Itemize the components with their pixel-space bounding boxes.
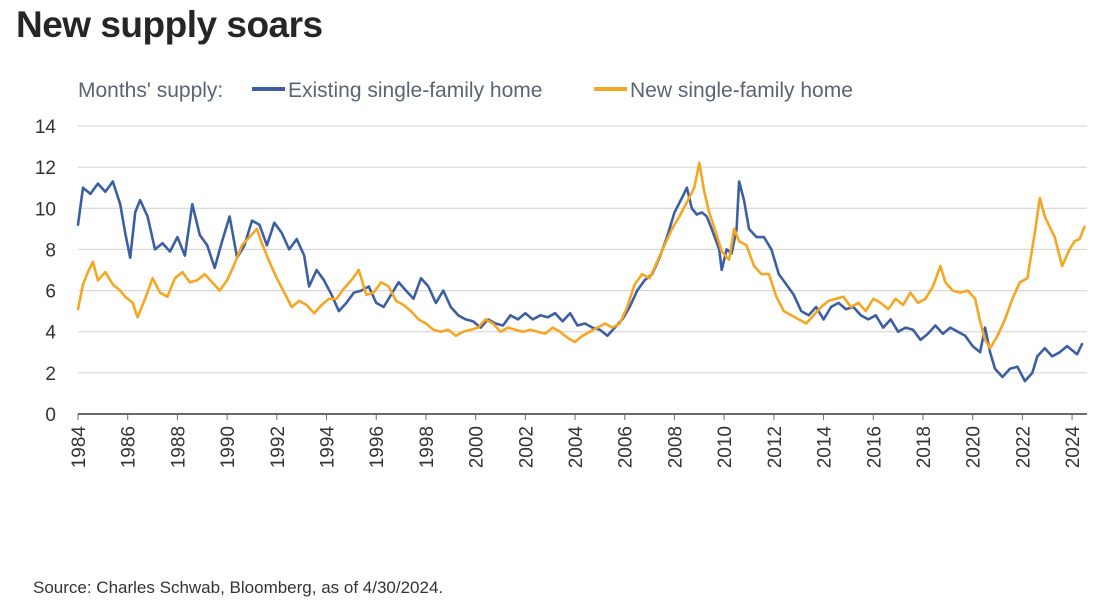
x-tick-label: 2010 (715, 426, 736, 468)
x-tick-label: 2016 (864, 426, 885, 468)
y-tick-label: 4 (45, 323, 56, 344)
x-tick-label: 2022 (1013, 426, 1034, 468)
source-note: Source: Charles Schwab, Bloomberg, as of… (33, 578, 444, 597)
x-tick-label: 2006 (616, 426, 637, 468)
x-tick-label: 2020 (964, 426, 985, 468)
y-tick-label: 14 (35, 117, 57, 138)
x-tick-label: 1998 (417, 426, 438, 468)
series-line-new (76, 161, 1086, 350)
chart-title: New supply soars (16, 4, 323, 45)
x-tick-label: 2014 (815, 426, 836, 469)
x-axis: 1984 1986 1988 1990 1992 1994 1996 1998 2000 2002… (69, 413, 1087, 469)
y-tick-label: 6 (45, 282, 56, 303)
x-tick-label: 1992 (268, 426, 289, 468)
x-tick-label: 1988 (168, 426, 189, 468)
x-tick-label: 2000 (467, 426, 488, 468)
y-tick-label: 12 (35, 158, 56, 179)
x-tick-label: 2008 (665, 426, 686, 468)
x-tick-label: 2002 (516, 426, 537, 468)
y-tick-label: 0 (45, 405, 56, 426)
x-tick-label: 1994 (318, 426, 339, 469)
x-tick-label: 2024 (1063, 426, 1084, 469)
series-line-existing (76, 180, 1084, 383)
line-chart: Months' supply: Existing single-family h… (35, 79, 1087, 469)
x-tick-label: 1984 (69, 426, 90, 469)
legend: Months' supply: Existing single-family h… (78, 79, 853, 102)
legend-prefix: Months' supply: (78, 79, 223, 102)
grid (78, 125, 1087, 374)
y-tick-label: 10 (35, 199, 56, 220)
y-tick-label: 2 (45, 364, 56, 385)
series-lines (76, 161, 1086, 383)
x-tick-label: 1990 (218, 426, 239, 468)
x-tick-label: 1986 (119, 426, 140, 468)
x-tick-label: 2004 (566, 426, 587, 469)
x-tick-label: 1996 (367, 426, 388, 468)
x-tick-label: 2012 (765, 426, 786, 468)
x-tick-label: 2018 (914, 426, 935, 468)
y-tick-label: 8 (45, 240, 56, 261)
legend-label-new: New single-family home (630, 79, 853, 102)
legend-label-existing: Existing single-family home (288, 79, 542, 102)
y-axis: 0 2 4 6 8 10 12 14 (35, 117, 57, 426)
